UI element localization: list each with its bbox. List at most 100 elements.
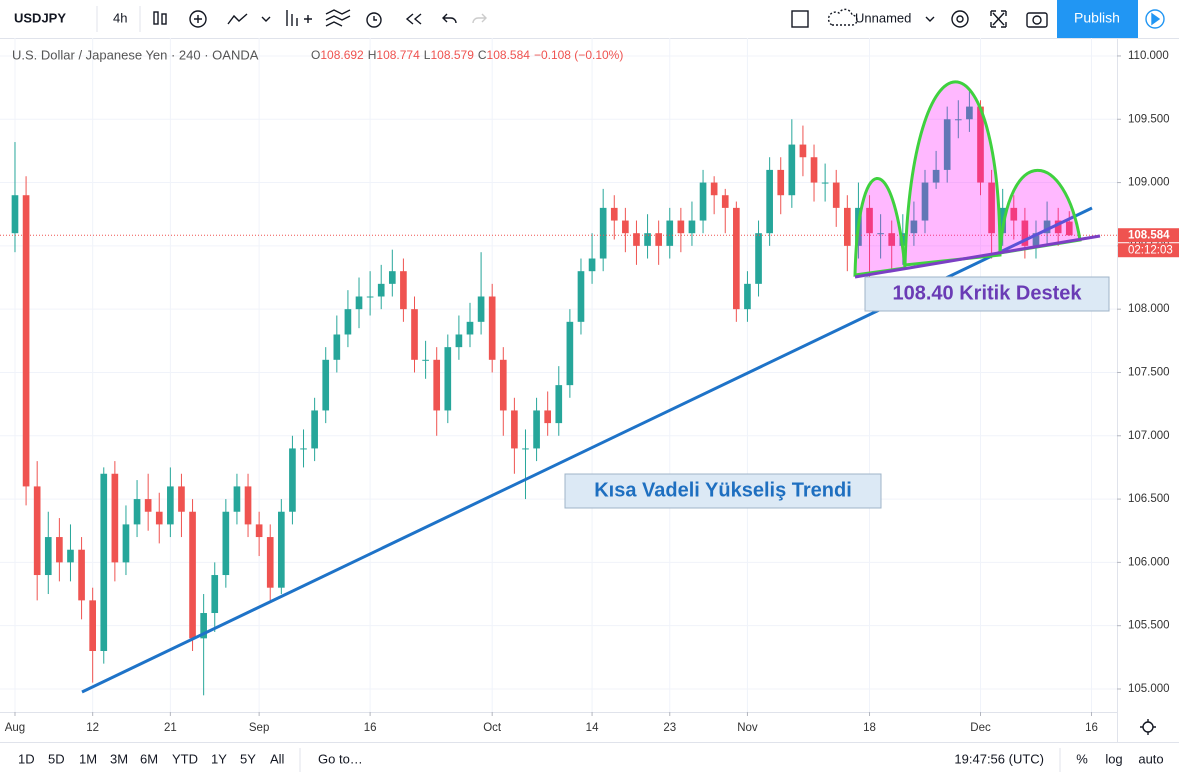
candle-body [633, 233, 640, 246]
layout-name[interactable]: Unnamed [855, 10, 911, 25]
candle-body [111, 473, 119, 563]
symbol[interactable]: USDJPY [14, 10, 66, 25]
interval[interactable]: 4h [113, 10, 127, 25]
candles-icon[interactable] [161, 13, 167, 25]
candle-body [377, 283, 385, 297]
last-price-tag [1118, 228, 1179, 243]
dropdown[interactable] [261, 16, 271, 22]
candle-body [333, 334, 341, 360]
range-button[interactable]: 6M [140, 751, 158, 766]
candle-body [655, 233, 662, 246]
candles-icon[interactable] [153, 11, 159, 25]
range-button[interactable]: YTD [172, 751, 198, 766]
drawings: Kısa Vadeli Yükseliş Trendi 108.40 Kriti… [81, 80, 1110, 694]
scale-option[interactable]: log [1105, 751, 1122, 766]
annotation-box[interactable] [564, 473, 882, 509]
x-tick-label: 18 [863, 722, 876, 734]
y-tick-label: 107.500 [1128, 366, 1170, 378]
candle-body [988, 182, 995, 234]
candle-body [966, 106, 973, 120]
candle-body [122, 524, 130, 563]
candle-body [78, 549, 85, 601]
scale-option[interactable]: % [1076, 751, 1088, 766]
redo-icon[interactable] [472, 13, 487, 24]
candle-body [1065, 221, 1073, 236]
candle-body [67, 549, 74, 563]
candle-body [289, 448, 296, 512]
candle-body [511, 410, 518, 449]
candle-body [610, 207, 618, 221]
dropdown[interactable] [925, 16, 935, 22]
candle-body [89, 600, 96, 652]
candle-body [555, 385, 563, 424]
candle-body [721, 195, 729, 208]
ohlc-value: 108.692 [320, 48, 364, 62]
candle-body [588, 258, 596, 272]
candle-body [11, 195, 19, 234]
ohlc-change: −0.108 (−0.10%) [534, 48, 623, 62]
compare-icon[interactable] [227, 13, 248, 25]
candle-body [766, 169, 773, 234]
settings-icon[interactable] [951, 10, 969, 28]
candle-body [311, 410, 318, 449]
candle-body [788, 144, 796, 196]
candle-body [1054, 220, 1062, 234]
candle-body [33, 486, 41, 576]
candle-body [522, 448, 529, 450]
scale-option[interactable]: auto [1138, 751, 1163, 766]
gear-core [956, 15, 964, 23]
indicator-add-icon[interactable] [189, 10, 207, 28]
ohlc-label: H [368, 48, 377, 62]
ohlc-value: 108.584 [487, 48, 531, 62]
y-tick-label: 105.000 [1128, 683, 1170, 695]
candle-body [433, 359, 441, 411]
range-button[interactable]: 5Y [240, 751, 256, 766]
right-shoulder[interactable] [998, 169, 1082, 255]
candle-body [200, 613, 207, 639]
support-line[interactable] [854, 234, 1101, 279]
fullscreen-icon[interactable] [990, 10, 1007, 28]
head[interactable] [903, 80, 1002, 267]
publish-label[interactable]: Publish [1074, 10, 1120, 26]
grid: 105.000 105.500 106.000 106.500 107.000 107.5… [0, 38, 1170, 734]
layout-icon[interactable] [791, 10, 809, 28]
undo-icon[interactable] [442, 13, 457, 24]
range-button[interactable]: 1D [18, 751, 35, 766]
y-tick-label: 109.500 [1128, 113, 1170, 125]
last-price-label: 108.584 [1128, 229, 1170, 241]
templates-icon[interactable] [325, 9, 351, 27]
candle-body [466, 321, 474, 335]
range-button[interactable]: 3M [110, 751, 128, 766]
left-shoulder[interactable] [853, 177, 907, 277]
goto[interactable]: Go to… [318, 751, 363, 766]
range-button[interactable]: All [270, 751, 285, 766]
ohlc-value: 108.774 [376, 48, 420, 62]
candle-body [599, 207, 607, 259]
range-button[interactable]: 1Y [211, 751, 227, 766]
toolbar [0, 0, 1179, 38]
settings-icon[interactable] [1140, 719, 1156, 735]
candle-body [278, 511, 285, 588]
publish-button[interactable] [1057, 0, 1138, 38]
range-button[interactable]: 1M [79, 751, 97, 766]
candle-body [167, 486, 174, 525]
candle-body [644, 233, 651, 246]
candle-body [1021, 220, 1029, 246]
alert-icon[interactable] [366, 12, 382, 28]
replay-icon[interactable] [405, 13, 422, 25]
annotation-box[interactable] [864, 276, 1110, 312]
candle-body [666, 220, 674, 246]
candle-body [155, 511, 163, 525]
legend-ohlc: O108.692 H108.774 L108.579 C108.584 −0.108 (… [311, 48, 623, 62]
toolbar-icons [153, 8, 1165, 29]
y-tick-label: 109.000 [1128, 177, 1170, 189]
candle-body [388, 271, 396, 284]
candle-body [488, 296, 496, 360]
candle-body [688, 220, 696, 234]
y-tick-label: 108.000 [1128, 303, 1170, 315]
candle-body [843, 207, 851, 246]
play-icon[interactable] [1145, 9, 1165, 29]
snapshot-icon[interactable] [1026, 12, 1048, 28]
indicators-icon[interactable] [286, 10, 312, 26]
range-button[interactable]: 5D [48, 751, 65, 766]
